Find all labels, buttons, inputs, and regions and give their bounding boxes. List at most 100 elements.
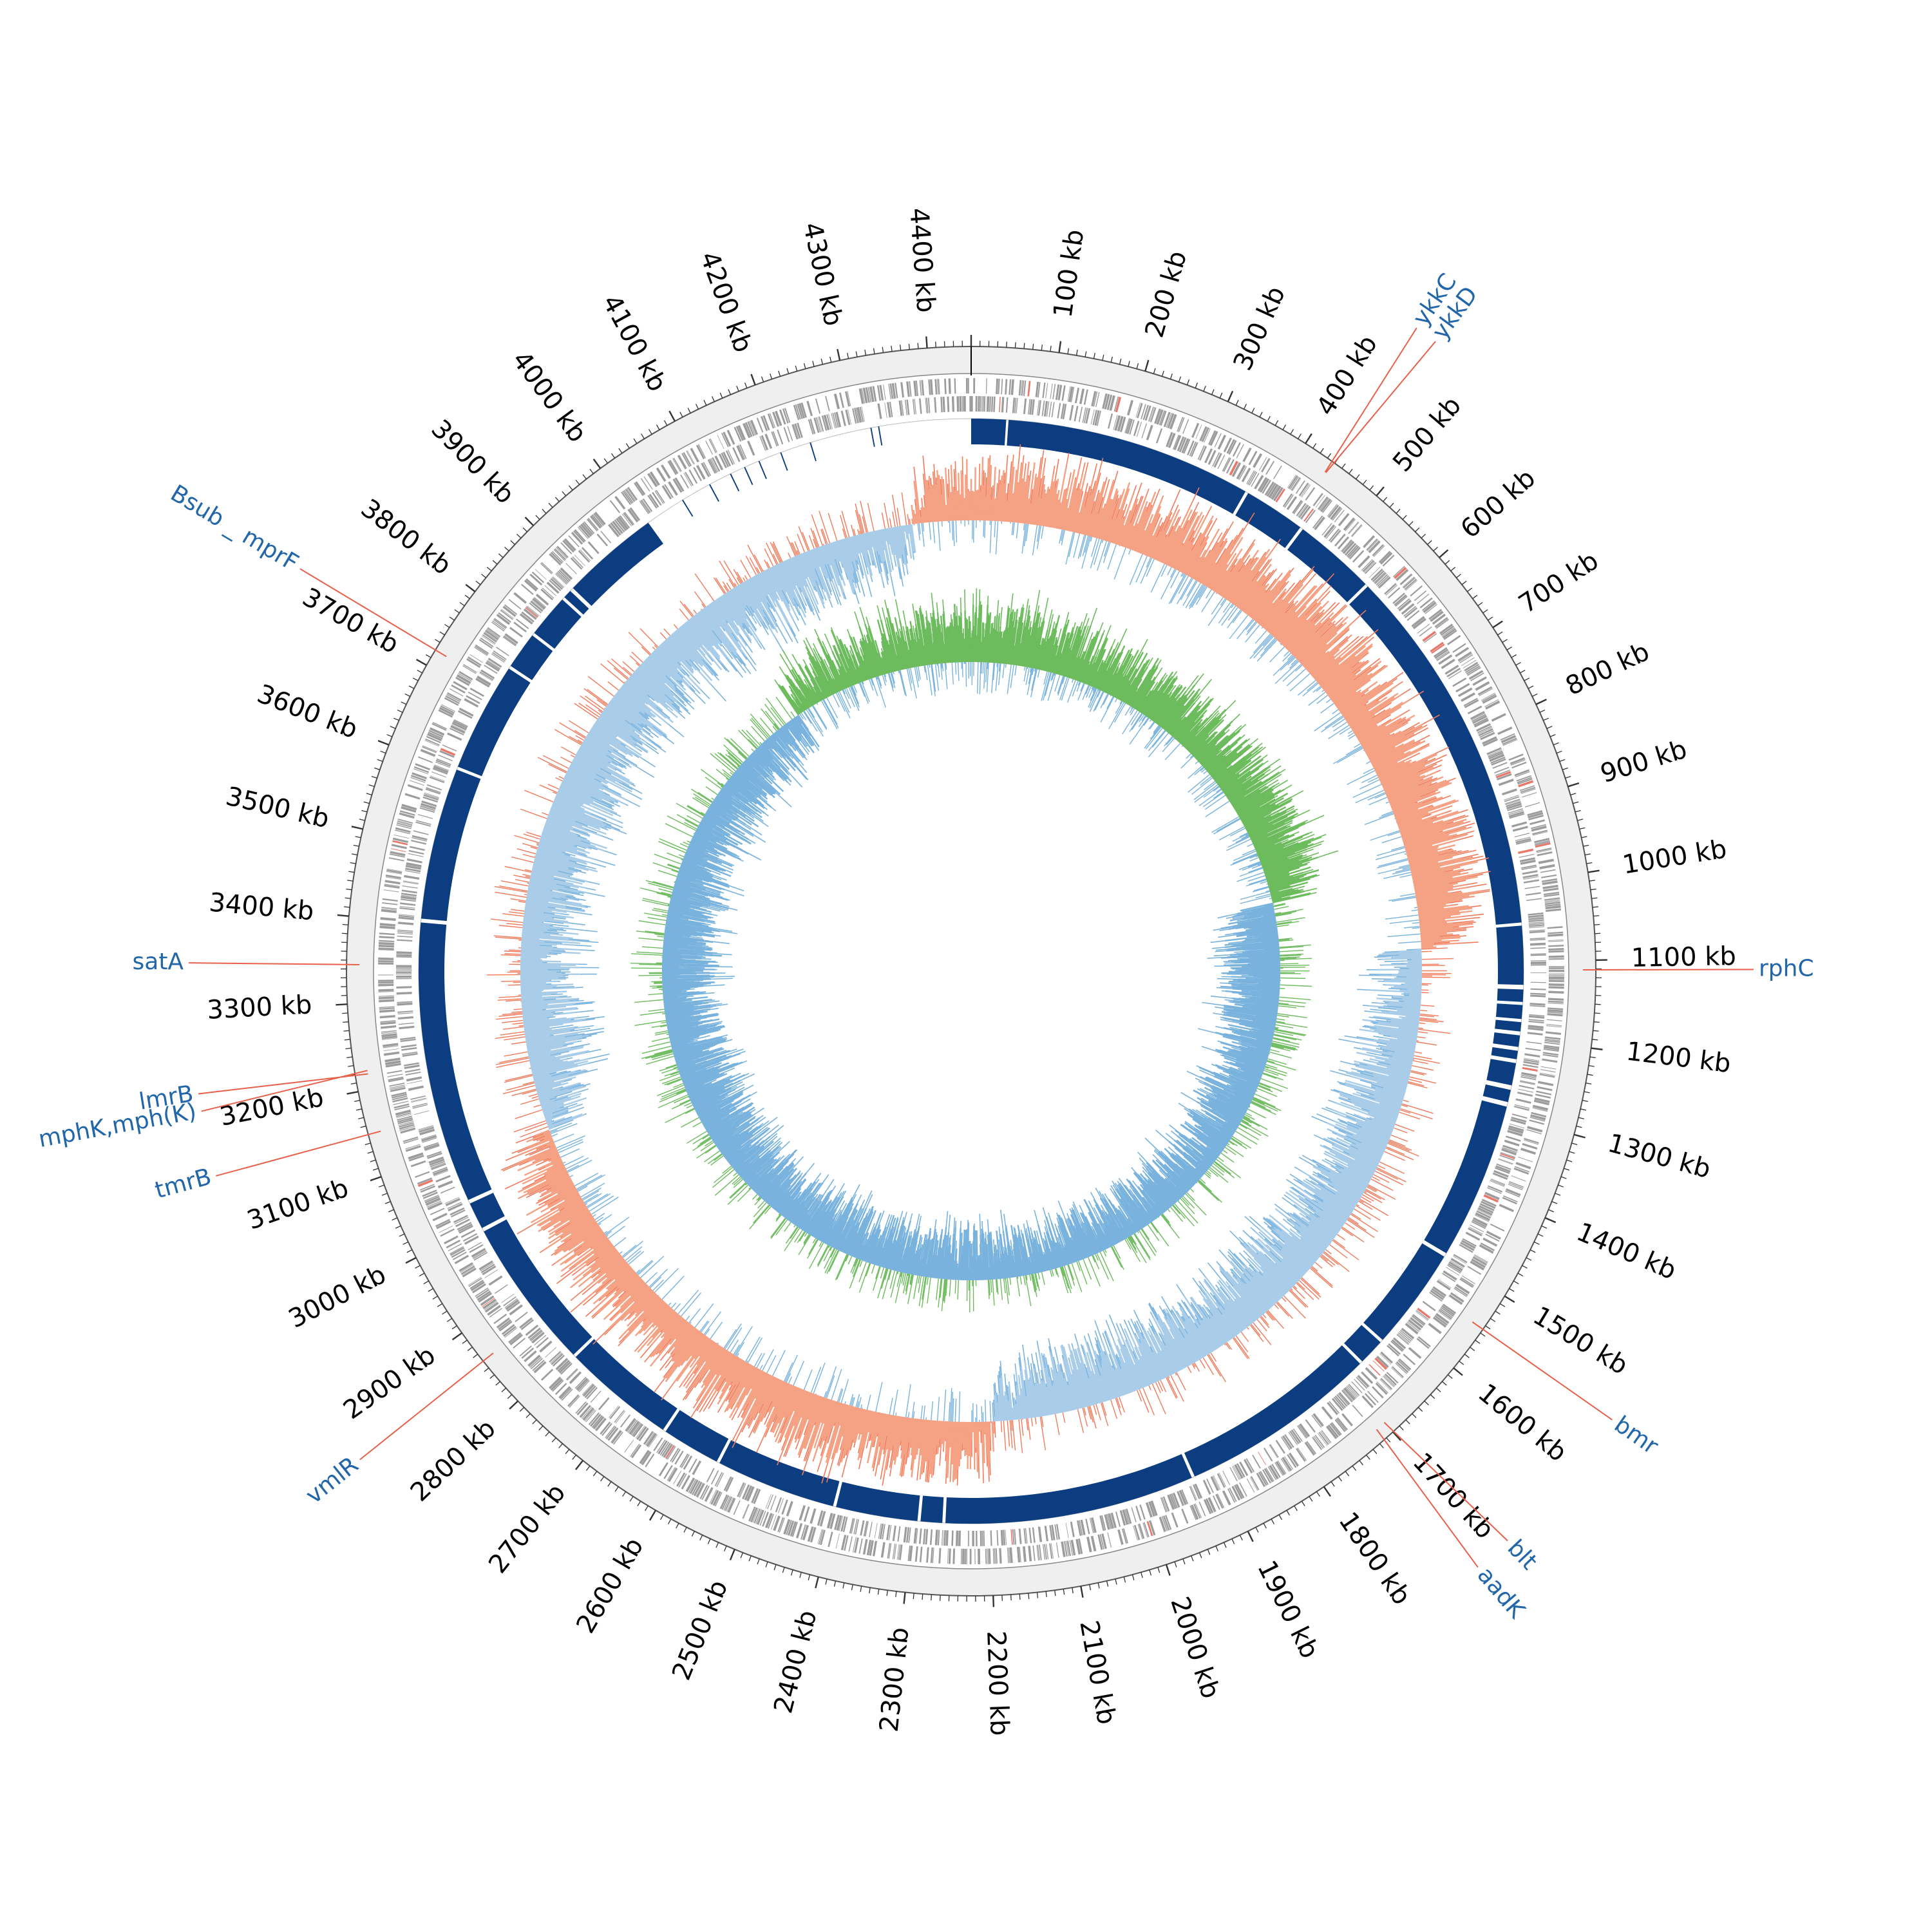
cds-feature	[948, 1548, 951, 1564]
cds-feature	[1061, 1541, 1066, 1557]
cds-feature	[1106, 1514, 1111, 1530]
cds-feature	[1239, 1461, 1249, 1476]
cds-feature	[743, 1504, 750, 1519]
cds-feature	[1459, 654, 1473, 663]
cds-feature	[710, 1490, 719, 1505]
cds-feature	[1259, 478, 1270, 493]
cds-feature	[733, 1500, 741, 1515]
cds-feature	[819, 1529, 824, 1545]
cds-feature	[889, 401, 893, 417]
cds-feature	[1070, 1521, 1075, 1537]
cds-feature	[450, 1246, 464, 1255]
contig-block	[1184, 1345, 1360, 1477]
cds-feature	[1016, 397, 1018, 413]
cds-feature	[1113, 396, 1119, 412]
cds-feature	[1524, 1053, 1540, 1057]
gc-content-spike	[563, 1161, 566, 1164]
cds-feature	[506, 1301, 520, 1312]
cds-feature	[967, 378, 969, 394]
gc-content-spike	[1341, 1226, 1365, 1243]
cds-feature	[1398, 600, 1412, 612]
cds-feature	[1061, 385, 1066, 401]
cds-feature	[1248, 450, 1258, 466]
cds-feature	[534, 1334, 547, 1346]
cds-feature	[1349, 547, 1361, 560]
cds-feature	[1473, 719, 1489, 728]
cds-feature	[385, 874, 401, 879]
cds-feature	[498, 1319, 511, 1331]
cds-feature	[496, 614, 511, 625]
cds-feature	[530, 1330, 543, 1341]
gc-content-spike	[1463, 882, 1478, 886]
cds-feature	[1065, 1522, 1069, 1539]
cds-feature	[415, 821, 431, 827]
cds-feature	[1286, 496, 1298, 511]
cds-feature	[668, 1467, 678, 1482]
cds-feature	[1439, 1308, 1453, 1318]
cds-feature	[1113, 415, 1118, 430]
gc-content-spike	[1041, 526, 1044, 539]
cds-feature	[744, 422, 753, 437]
cds-feature	[854, 408, 859, 424]
gc-content-spike	[1310, 1267, 1333, 1289]
cds-feature	[531, 1332, 545, 1344]
cds-feature	[1254, 475, 1264, 489]
cds-feature	[1404, 578, 1417, 591]
gc-content-spike	[793, 1361, 804, 1386]
contig-block	[1497, 989, 1524, 1002]
cds-feature	[1391, 1367, 1403, 1379]
gc-content-bar	[1409, 993, 1422, 996]
cds-feature	[1457, 687, 1473, 697]
cds-feature	[1462, 1238, 1477, 1247]
cds-feature	[580, 549, 591, 562]
gc-content-bar	[996, 491, 999, 522]
cds-feature	[398, 922, 414, 925]
cds-feature	[996, 378, 999, 394]
cds-feature	[550, 1378, 564, 1391]
cds-feature	[664, 484, 674, 498]
cds-feature	[1060, 403, 1065, 419]
cds-feature	[487, 1305, 501, 1316]
gc-content-spike	[699, 1320, 708, 1332]
contig-block	[1424, 1100, 1507, 1254]
gc-content-spike	[1421, 951, 1432, 952]
cds-feature	[1385, 584, 1398, 596]
gc-content-bar	[1027, 504, 1032, 524]
cds-feature	[575, 1401, 587, 1414]
cds-feature	[1143, 1522, 1150, 1538]
cds-feature	[564, 538, 576, 551]
cds-feature	[777, 1498, 784, 1513]
cds-feature	[1468, 1226, 1483, 1235]
cds-feature	[1035, 381, 1039, 397]
cds-feature	[526, 578, 538, 590]
gc-content-spike	[1423, 724, 1428, 728]
cds-feature	[1446, 1267, 1460, 1276]
gc-content-bar	[979, 491, 981, 521]
cds-feature	[954, 378, 956, 394]
cds-feature	[1501, 1148, 1517, 1156]
cds-feature	[554, 548, 567, 560]
cds-feature	[1041, 401, 1045, 417]
cds-feature	[1528, 917, 1544, 920]
gc-content-spike	[1399, 874, 1412, 878]
gc-content-spike	[1052, 1380, 1054, 1384]
gc-content-spike	[745, 1336, 761, 1362]
cds-feature	[437, 1180, 453, 1189]
gc-content-spike	[1166, 1377, 1177, 1399]
cds-feature	[1303, 508, 1314, 522]
cds-feature	[485, 630, 499, 641]
gc-content-spike	[539, 1249, 545, 1253]
cds-feature	[1069, 1540, 1073, 1556]
cds-feature	[569, 1371, 582, 1385]
cds-feature	[1528, 814, 1544, 820]
contig-fragment	[682, 499, 694, 517]
cds-feature	[535, 593, 549, 606]
cds-feature	[667, 1467, 676, 1481]
cds-feature	[464, 1235, 479, 1245]
cds-feature	[1536, 848, 1552, 853]
cds-feature	[1300, 506, 1311, 520]
cds-feature	[521, 583, 534, 595]
cds-feature	[475, 1287, 489, 1297]
cds-feature	[1298, 504, 1309, 518]
cds-feature	[1251, 473, 1260, 487]
